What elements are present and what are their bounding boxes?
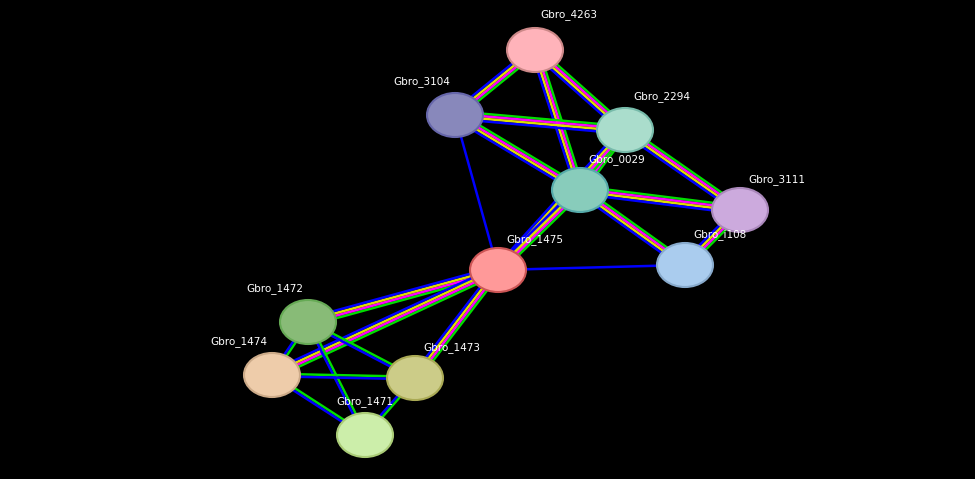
- Text: Gbro_3111: Gbro_3111: [748, 174, 805, 185]
- Text: Gbro_1473: Gbro_1473: [423, 342, 480, 353]
- Ellipse shape: [597, 108, 653, 152]
- Text: Gbro_3104: Gbro_3104: [393, 76, 450, 87]
- Ellipse shape: [244, 353, 300, 397]
- Text: Gbro_2294: Gbro_2294: [633, 91, 690, 102]
- Text: Gbro_4263: Gbro_4263: [540, 9, 597, 20]
- Text: Gbro_1474: Gbro_1474: [210, 336, 267, 347]
- Ellipse shape: [552, 168, 608, 212]
- Text: Gbro_1475: Gbro_1475: [506, 234, 563, 245]
- Ellipse shape: [427, 93, 483, 137]
- Ellipse shape: [280, 300, 336, 344]
- Ellipse shape: [507, 28, 563, 72]
- Ellipse shape: [657, 243, 713, 287]
- Ellipse shape: [470, 248, 526, 292]
- Text: Gbro_0029: Gbro_0029: [588, 154, 644, 165]
- Text: Gbro_1471: Gbro_1471: [336, 396, 394, 407]
- Text: Gbro_i108: Gbro_i108: [693, 229, 746, 240]
- Ellipse shape: [387, 356, 443, 400]
- Text: Gbro_1472: Gbro_1472: [246, 283, 303, 294]
- Ellipse shape: [337, 413, 393, 457]
- Ellipse shape: [712, 188, 768, 232]
